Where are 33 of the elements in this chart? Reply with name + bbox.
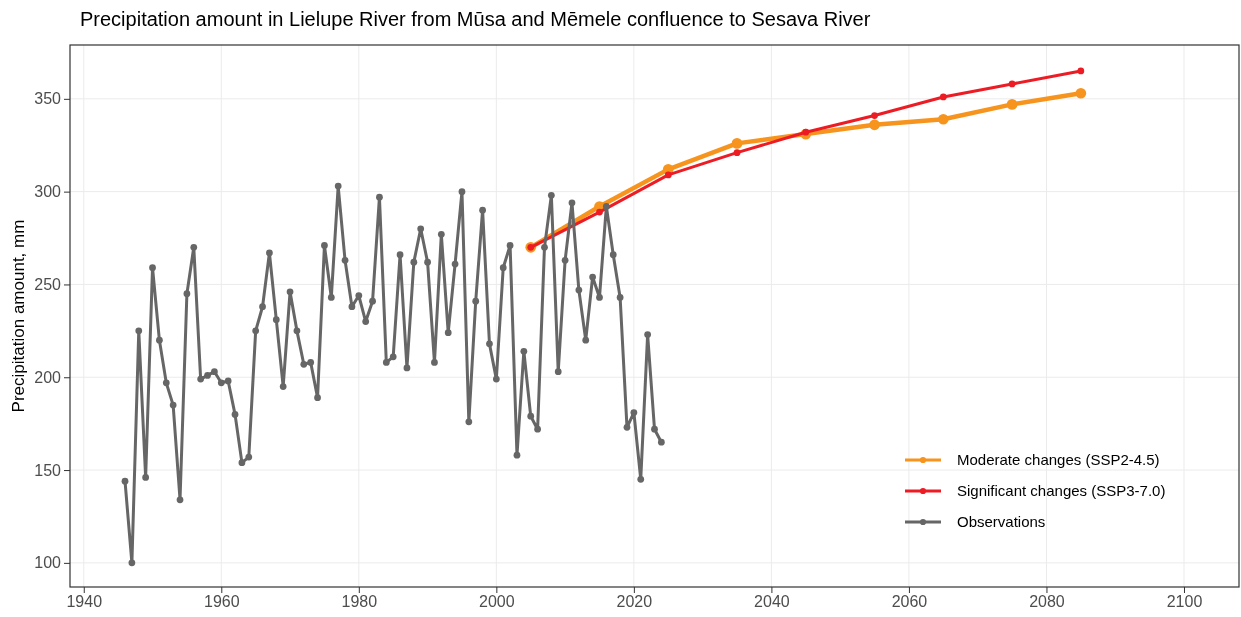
chart-title: Precipitation amount in Lielupe River from Mūsa and Mēmele confluence to Sesava River — [80, 8, 871, 30]
point — [939, 93, 947, 101]
x-tick-label: 2080 — [1029, 593, 1065, 611]
point — [664, 171, 672, 179]
y-tick-label: 200 — [34, 368, 62, 386]
y-tick-label: 250 — [34, 276, 62, 294]
point — [731, 138, 743, 149]
point — [1006, 99, 1018, 110]
y-axis-title: Precipitation amount, mm — [9, 219, 28, 413]
point — [1077, 67, 1085, 75]
y-tick-label: 300 — [34, 183, 62, 201]
point — [1008, 80, 1016, 88]
x-tick-label: 2100 — [1166, 593, 1203, 611]
x-tick-label: 1980 — [341, 593, 378, 611]
point — [733, 149, 741, 157]
x-tick-label: 2000 — [479, 593, 515, 611]
x-tick-label: 1940 — [66, 593, 103, 611]
x-tick-label: 1960 — [203, 593, 240, 611]
legend-label: Significant changes (SSP3-7.0) — [957, 482, 1166, 499]
point — [596, 208, 603, 216]
point — [1075, 87, 1087, 99]
point — [869, 119, 880, 131]
point — [802, 128, 810, 136]
x-tick-label: 2020 — [616, 593, 653, 611]
point — [871, 112, 878, 119]
y-tick-label: 150 — [34, 461, 62, 479]
x-tick-label: 2060 — [891, 593, 928, 611]
x-tick-label: 2040 — [754, 593, 790, 611]
legend-label: Observations — [957, 513, 1046, 530]
point — [937, 113, 949, 125]
y-tick-label: 100 — [34, 554, 62, 572]
legend-label: Moderate changes (SSP2-4.5) — [957, 451, 1160, 468]
y-tick-label: 350 — [34, 90, 62, 108]
